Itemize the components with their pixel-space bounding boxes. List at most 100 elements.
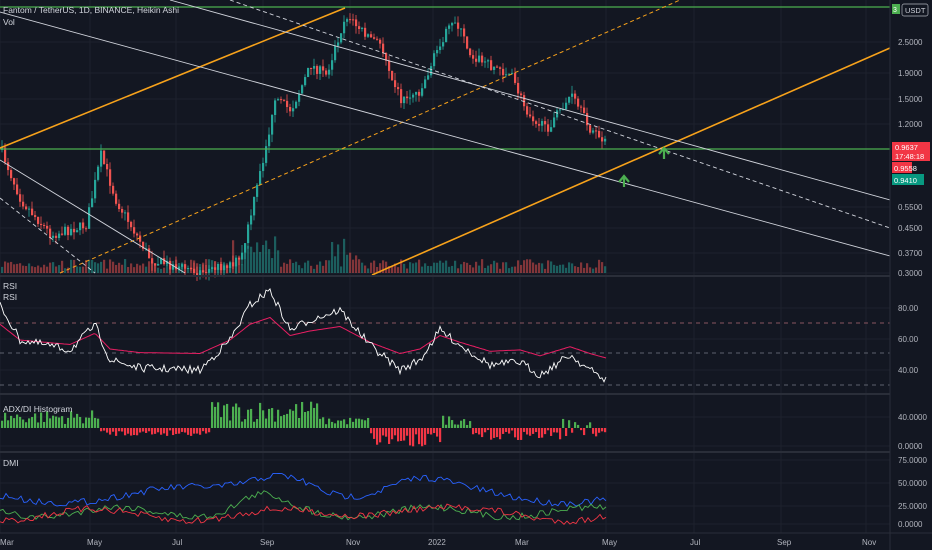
candle-body — [466, 36, 469, 49]
adx-histogram-bar — [184, 428, 187, 433]
volume-bar — [256, 242, 259, 273]
adx-histogram-bar — [514, 428, 517, 438]
volume-bar — [460, 264, 463, 273]
currency-button[interactable]: USDT — [901, 3, 929, 17]
candle-body — [136, 233, 139, 236]
adx-histogram-bar — [331, 421, 334, 428]
adx-histogram-bar — [295, 404, 298, 428]
candle-body — [292, 108, 295, 112]
volume-bar — [574, 266, 577, 273]
rsi-tick: 40.00 — [898, 366, 919, 375]
candle-body — [415, 91, 418, 95]
candle-body — [523, 95, 526, 107]
time-axis[interactable]: Mar May Jul Sep Nov 2022 Mar May Jul Sep… — [0, 538, 876, 547]
adx-histogram-bar — [70, 411, 73, 428]
volume-bar — [598, 259, 601, 273]
candle-body — [451, 23, 454, 26]
candle-body — [481, 55, 484, 63]
candle-body — [541, 121, 544, 126]
volume-bar — [229, 266, 232, 273]
volume-bar — [67, 267, 70, 273]
adx-histogram-bar — [202, 428, 205, 432]
rsi-subtitle[interactable]: RSI — [3, 292, 17, 302]
candle-body — [163, 258, 166, 265]
adx-histogram-bar — [274, 421, 277, 428]
candle-body — [121, 209, 124, 213]
volume-bar — [37, 265, 40, 273]
candle-body — [142, 241, 145, 249]
adx-histogram-bar — [160, 428, 163, 435]
candle-body — [283, 99, 286, 101]
candle-body — [82, 222, 85, 229]
adx-histogram-bar — [127, 428, 130, 434]
candle-body — [235, 257, 238, 267]
rsi-title[interactable]: RSI — [3, 281, 17, 291]
adx-histogram-bar — [40, 412, 43, 428]
adx-histogram-bar — [433, 428, 436, 434]
dmi-title[interactable]: DMI — [3, 458, 19, 468]
adx-histogram-bar — [469, 421, 472, 428]
dmi-axis[interactable]: 75.0000 50.0000 25.0000 0.0000 — [898, 456, 927, 529]
adx-histogram-bar — [547, 428, 550, 431]
candle-body — [559, 109, 562, 111]
volume-bar — [166, 264, 169, 273]
volume-bar — [484, 267, 487, 273]
adx-histogram-bar — [484, 428, 487, 433]
candle-body — [43, 224, 46, 226]
volume-bar — [526, 259, 529, 273]
adx-histogram-bar — [472, 428, 475, 435]
adx-histogram-bar — [541, 428, 544, 438]
candle-body — [367, 34, 370, 37]
alert-marker-label: 3 — [893, 7, 897, 14]
adx-histogram-bar — [256, 419, 259, 428]
rsi-axis[interactable]: 80.00 60.00 40.00 — [898, 304, 919, 375]
alert-marker[interactable]: 3 — [892, 4, 900, 14]
volume-bar — [85, 260, 88, 273]
volume-bar — [265, 240, 268, 273]
volume-bar — [64, 268, 67, 273]
candle-body — [376, 38, 379, 40]
adx-axis[interactable]: 40.0000 0.0000 — [898, 413, 927, 451]
di-plus-line — [0, 490, 607, 521]
adx-histogram-bar — [310, 401, 313, 428]
candle-body — [370, 34, 373, 38]
adx-histogram-bar — [97, 418, 100, 428]
time-label: May — [602, 538, 617, 547]
volume-bar — [319, 261, 322, 273]
candle-body — [526, 106, 529, 115]
adx-histogram-bar — [601, 428, 604, 432]
candle-body — [592, 130, 595, 133]
candle-body — [319, 66, 322, 74]
adx-histogram-bar — [367, 417, 370, 428]
adx-histogram-bar — [151, 428, 154, 435]
candle-body — [505, 74, 508, 76]
volume-bar — [493, 260, 496, 273]
volume-bar — [214, 261, 217, 273]
adx-histogram-bar — [217, 402, 220, 428]
candle-body — [229, 262, 232, 268]
price-axis[interactable]: 2.5000 1.9000 1.5000 1.2000 0.5500 0.450… — [898, 38, 923, 278]
chart-title[interactable]: Fantom / TetherUS, 1D, BINANCE, Heikin A… — [3, 5, 179, 15]
volume-bar — [376, 266, 379, 273]
volume-bar — [187, 268, 190, 273]
adx-histogram-bar — [568, 420, 571, 428]
volume-bar — [1, 266, 4, 273]
adx-histogram-bar — [133, 428, 136, 435]
volume-bar — [121, 264, 124, 273]
candle-body — [94, 179, 97, 199]
adx-histogram-bar — [4, 412, 7, 428]
adx-histogram-bar — [148, 428, 151, 432]
candle-body — [313, 66, 316, 69]
volume-legend[interactable]: Vol — [3, 17, 15, 27]
candle-body — [538, 123, 541, 126]
candle-body — [250, 215, 253, 225]
adx-title[interactable]: ADX/DI Histogram — [3, 404, 72, 414]
adx-histogram-bar — [358, 418, 361, 428]
volume-bar — [496, 262, 499, 273]
candle-body — [247, 224, 250, 244]
adx-histogram-bar — [250, 408, 253, 428]
adx-histogram-bar — [304, 412, 307, 428]
adx-histogram-bar — [463, 419, 466, 428]
volume-bar — [541, 263, 544, 273]
